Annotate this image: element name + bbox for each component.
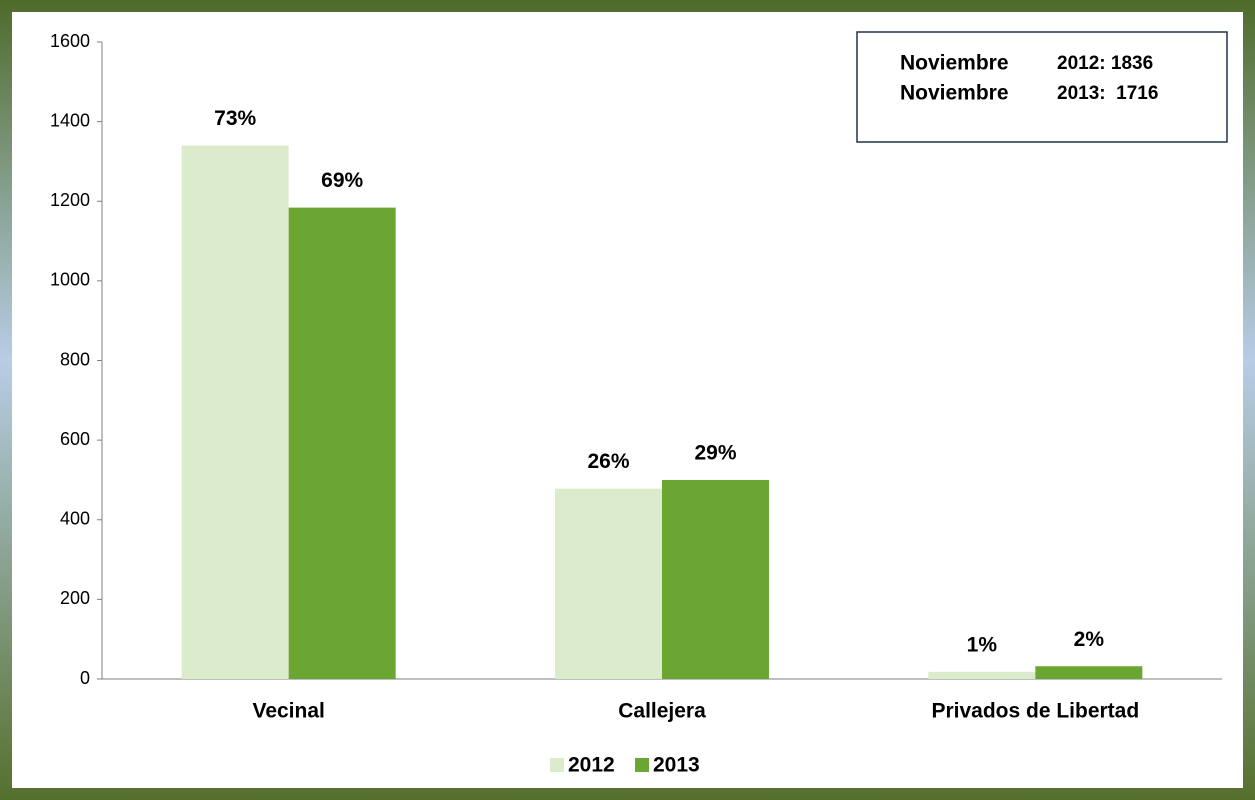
value-label: 1% bbox=[967, 633, 998, 656]
y-tick-label: 1000 bbox=[50, 270, 90, 290]
bar bbox=[1035, 666, 1143, 679]
annotation-label: Noviembre bbox=[900, 52, 1009, 75]
x-tick-label: Privados de Libertad bbox=[931, 700, 1139, 723]
annotation-label: Noviembre bbox=[900, 82, 1009, 105]
bar bbox=[181, 145, 289, 679]
bar bbox=[662, 479, 769, 679]
legend-swatch bbox=[550, 758, 564, 772]
annotation-text: 2012: 1836 bbox=[1057, 53, 1153, 74]
y-tick-label: 1200 bbox=[50, 190, 90, 210]
value-label: 69% bbox=[321, 169, 363, 192]
annotation-box bbox=[856, 31, 1228, 143]
y-tick-label: 400 bbox=[60, 509, 90, 529]
y-tick-label: 800 bbox=[60, 349, 90, 369]
legend-label: 2012 bbox=[568, 754, 615, 777]
y-tick-label: 600 bbox=[60, 429, 90, 449]
annotations: Noviembre 2012: 1836 Noviembre 2013: 1716 bbox=[900, 52, 1158, 105]
x-tick-label: Vecinal bbox=[252, 700, 324, 723]
y-tick-label: 200 bbox=[60, 588, 90, 608]
bar bbox=[555, 488, 662, 679]
x-tick-label: Callejera bbox=[618, 700, 706, 723]
bar bbox=[288, 207, 396, 679]
value-label: 26% bbox=[587, 450, 629, 473]
legend-label: 2013 bbox=[653, 754, 700, 777]
value-label: 2% bbox=[1074, 628, 1105, 651]
y-tick-label: 1400 bbox=[50, 110, 90, 130]
value-label: 73% bbox=[214, 107, 256, 130]
y-tick-label: 1600 bbox=[50, 31, 90, 51]
y-tick-label: 0 bbox=[80, 668, 90, 688]
value-label: 29% bbox=[694, 441, 736, 464]
annotation-text: 2013: 1716 bbox=[1057, 83, 1158, 104]
bar bbox=[928, 671, 1036, 679]
legend-swatch bbox=[635, 758, 649, 772]
